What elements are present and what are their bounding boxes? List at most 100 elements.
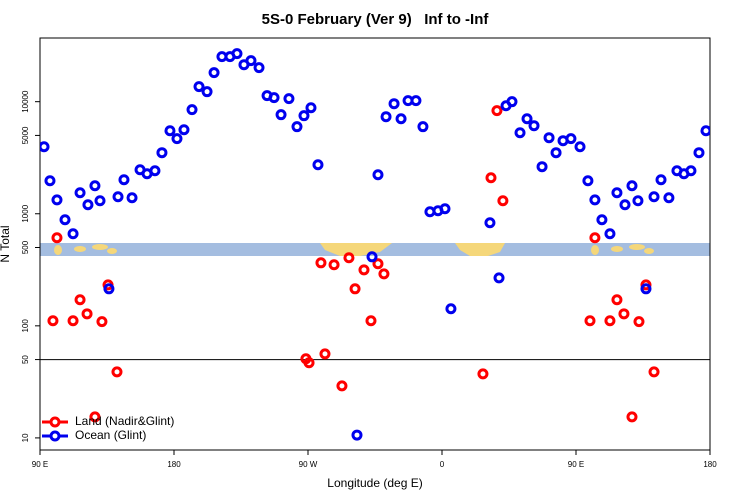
point: [245, 55, 257, 67]
point: [633, 316, 645, 328]
point: [74, 294, 86, 306]
point: [303, 357, 315, 369]
y-tick-label: 1000: [21, 204, 30, 222]
point: [618, 308, 630, 320]
y-tick-label: 500: [21, 240, 30, 254]
chart-title: 5S-0 February (Ver 9) Inf to -Inf: [262, 11, 490, 28]
x-tick-label: 0: [440, 460, 445, 469]
point: [82, 199, 94, 211]
point: [343, 252, 355, 264]
point: [565, 133, 577, 145]
point: [319, 348, 331, 360]
point: [410, 95, 422, 107]
point: [298, 110, 310, 122]
point: [648, 191, 660, 203]
point: [693, 147, 705, 159]
x-tick-label: 90 E: [32, 460, 48, 469]
point: [358, 264, 370, 276]
point: [493, 272, 505, 284]
point: [632, 195, 644, 207]
point: [395, 113, 407, 125]
x-tick-label: 90 E: [568, 460, 584, 469]
point: [663, 192, 675, 204]
y-tick-label: 5000: [21, 126, 30, 144]
legend-label: Land (Nadir&Glint): [75, 414, 174, 428]
point: [193, 81, 205, 93]
point: [536, 161, 548, 173]
point: [589, 194, 601, 206]
point: [44, 175, 56, 187]
point: [315, 257, 327, 269]
legend-marker: [49, 416, 61, 428]
point: [596, 214, 608, 226]
point: [584, 315, 596, 327]
x-tick-label: 180: [167, 460, 181, 469]
point: [611, 294, 623, 306]
point: [372, 258, 384, 270]
point: [514, 127, 526, 139]
point: [126, 192, 138, 204]
point: [378, 268, 390, 280]
point: [51, 194, 63, 206]
x-tick-label: 90 W: [299, 460, 318, 469]
point: [626, 411, 638, 423]
point: [275, 109, 287, 121]
point: [51, 232, 63, 244]
plot-frame: [39, 37, 711, 451]
point: [582, 175, 594, 187]
point: [67, 315, 79, 327]
point: [626, 180, 638, 192]
point: [366, 251, 378, 263]
point: [328, 259, 340, 271]
y-tick-label: 50: [21, 355, 30, 364]
point: [485, 172, 497, 184]
point: [312, 159, 324, 171]
point: [640, 279, 652, 291]
point: [589, 232, 601, 244]
point: [700, 125, 710, 137]
point: [349, 283, 361, 295]
point: [619, 199, 631, 211]
legend-label: Ocean (Glint): [75, 428, 146, 442]
point: [611, 187, 623, 199]
y-tick-label: 100: [21, 319, 30, 333]
legend-marker: [49, 430, 61, 442]
point: [112, 191, 124, 203]
point: [484, 217, 496, 229]
point: [506, 96, 518, 108]
point: [491, 105, 503, 117]
point: [655, 174, 667, 186]
point: [231, 48, 243, 60]
series: [47, 105, 660, 423]
point: [336, 380, 348, 392]
point: [89, 180, 101, 192]
point: [550, 147, 562, 159]
point: [67, 228, 79, 240]
point: [94, 195, 106, 207]
point: [291, 121, 303, 133]
point: [111, 366, 123, 378]
point: [305, 102, 317, 114]
point: [445, 303, 457, 315]
x-axis-label: Longitude (deg E): [327, 476, 422, 490]
series: [40, 48, 710, 441]
point: [171, 133, 183, 145]
point: [417, 121, 429, 133]
y-tick-label: 10000: [21, 90, 30, 113]
point: [640, 283, 652, 295]
point: [89, 411, 101, 423]
point: [268, 92, 280, 104]
point: [365, 315, 377, 327]
point: [186, 104, 198, 116]
point: [351, 429, 363, 441]
point: [543, 132, 555, 144]
y-tick-label: 10: [21, 433, 30, 442]
point: [574, 141, 586, 153]
point: [118, 174, 130, 186]
point: [178, 124, 190, 136]
point: [685, 165, 697, 177]
point: [283, 93, 295, 105]
point: [604, 228, 616, 240]
point: [59, 214, 71, 226]
point: [103, 283, 115, 295]
